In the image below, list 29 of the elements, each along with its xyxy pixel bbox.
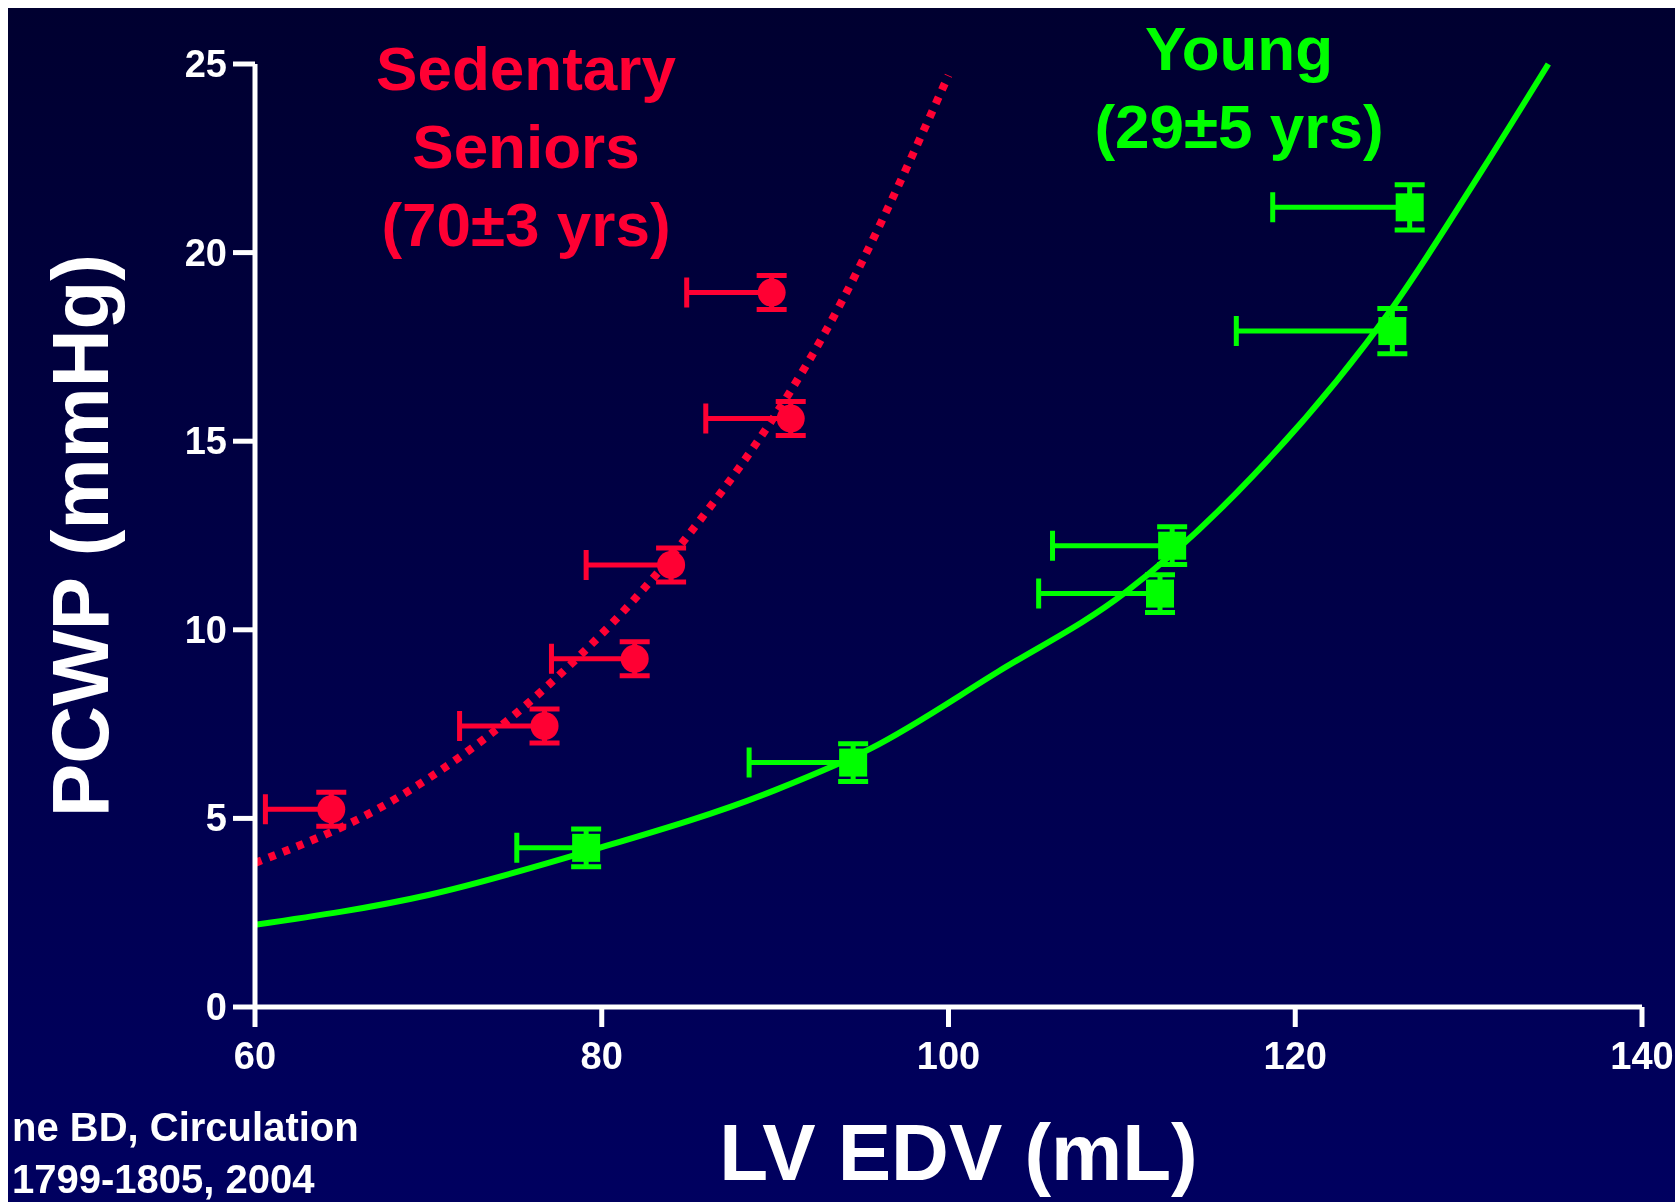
- y-tick-label: 10: [184, 608, 227, 651]
- point: [530, 711, 559, 740]
- text: 1799-1805, 2004: [12, 1157, 316, 1201]
- point: [839, 748, 868, 777]
- x-tick-label: 60: [233, 1035, 277, 1077]
- point: [1146, 579, 1175, 608]
- text: ne BD, Circulation: [12, 1105, 359, 1149]
- point: [620, 644, 649, 673]
- x-tick-label: 120: [1263, 1035, 1327, 1077]
- point: [657, 550, 686, 579]
- point: [776, 404, 805, 433]
- point: [317, 795, 346, 824]
- x-tick-label: 80: [580, 1035, 623, 1077]
- x-tick-label: 140: [1610, 1035, 1674, 1077]
- point: [1158, 531, 1187, 560]
- point: [1395, 193, 1424, 222]
- y-tick-label: 20: [184, 231, 227, 274]
- x-axis-title: LV EDV (mL): [719, 1108, 1198, 1197]
- x-tick-label: 100: [916, 1035, 981, 1077]
- y-tick-label: 0: [205, 986, 227, 1028]
- series-label: Young (29±5 yrs): [1094, 14, 1384, 161]
- y-tick-label: 25: [184, 43, 227, 85]
- y-tick-label: 5: [205, 797, 227, 840]
- y-axis-title: PCWP (mmHg): [36, 254, 125, 817]
- point: [572, 833, 601, 862]
- point: [1378, 317, 1407, 346]
- series-label: Sedentary Seniors (70±3 yrs): [376, 34, 677, 259]
- point: [757, 278, 786, 307]
- y-tick-label: 15: [184, 420, 227, 463]
